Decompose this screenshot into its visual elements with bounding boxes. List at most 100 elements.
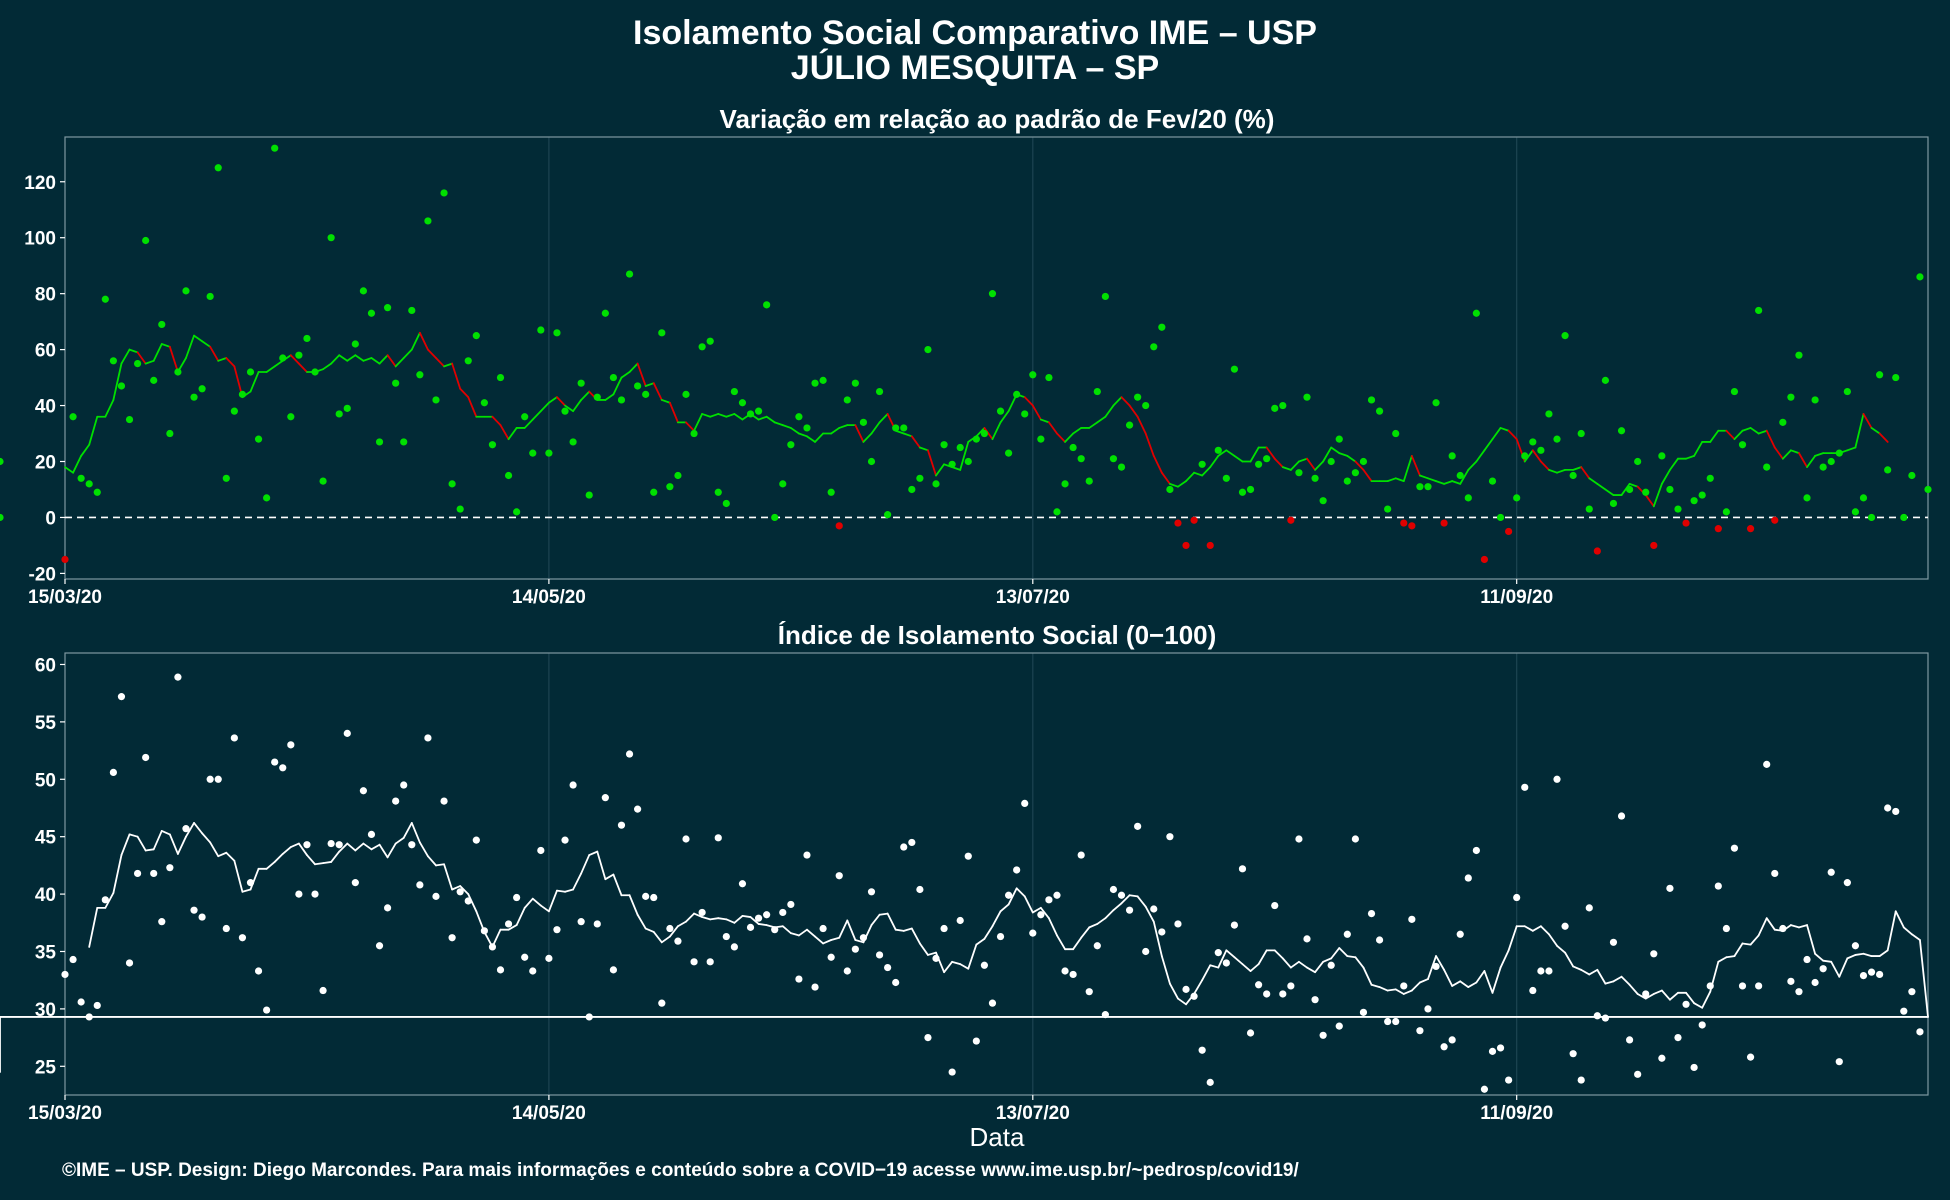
- data-point: [335, 410, 343, 418]
- moving-average-segment: [1080, 926, 1091, 939]
- data-point: [1690, 1063, 1698, 1072]
- data-point: [1013, 866, 1021, 874]
- moving-average-segment: [918, 942, 929, 956]
- data-point: [174, 368, 182, 376]
- moving-average-segment: [999, 410, 1010, 424]
- moving-average-segment: [1249, 446, 1260, 463]
- moving-average-segment: [330, 850, 341, 863]
- data-point: [1771, 516, 1779, 524]
- moving-average-segment: [1088, 421, 1099, 429]
- moving-average-segment: [701, 413, 712, 418]
- moving-average-segment: [668, 925, 679, 938]
- moving-average-segment: [88, 906, 99, 948]
- moving-average-segment: [451, 362, 462, 390]
- moving-average-segment: [1056, 432, 1066, 443]
- moving-average-segment: [185, 822, 195, 838]
- data-point: [1658, 452, 1666, 460]
- data-point: [1746, 525, 1755, 533]
- moving-average-segment: [1120, 894, 1131, 905]
- data-point: [714, 488, 722, 496]
- data-point: [1424, 483, 1432, 491]
- data-point: [1496, 513, 1505, 522]
- data-point: [472, 836, 480, 844]
- moving-average-segment: [1789, 924, 1800, 929]
- moving-average-segment: [612, 376, 623, 396]
- moving-average-segment: [1467, 460, 1478, 471]
- data-point: [1867, 513, 1876, 522]
- data-point: [69, 413, 77, 421]
- chart-title-line1: Isolamento Social Comparativo IME – USP: [633, 14, 1317, 52]
- moving-average-segment: [1419, 978, 1429, 984]
- moving-average-segment: [902, 432, 913, 438]
- data-point: [964, 457, 972, 466]
- data-point: [1876, 970, 1884, 979]
- data-point: [1045, 373, 1053, 382]
- moving-average-segment: [1725, 955, 1736, 959]
- moving-average-segment: [1402, 989, 1413, 995]
- moving-average-segment: [1354, 460, 1365, 471]
- moving-average-segment: [1499, 949, 1510, 969]
- data-point: [271, 144, 279, 152]
- data-point: [940, 924, 948, 933]
- moving-average-segment: [894, 928, 905, 932]
- moving-average-segment: [1217, 449, 1228, 457]
- data-point: [738, 880, 747, 888]
- moving-average-segment: [1152, 455, 1163, 474]
- data-point: [1787, 393, 1795, 401]
- data-point: [1908, 988, 1916, 996]
- moving-average-segment: [1322, 957, 1333, 963]
- moving-average-segment: [1580, 968, 1591, 976]
- data-point: [1045, 896, 1053, 904]
- moving-average-segment: [1072, 427, 1083, 435]
- moving-average-segment: [1023, 895, 1034, 914]
- data-point: [1255, 460, 1263, 468]
- moving-average-segment: [1330, 446, 1341, 455]
- moving-average-segment: [1660, 989, 1671, 1001]
- moving-average-segment: [410, 331, 421, 351]
- data-point: [1811, 978, 1819, 987]
- moving-average-segment: [773, 421, 784, 427]
- data-point: [359, 287, 368, 295]
- moving-average-segment: [168, 345, 179, 373]
- data-point: [1400, 982, 1408, 990]
- data-point: [190, 393, 198, 401]
- data-point: [1230, 365, 1239, 373]
- data-point: [85, 480, 93, 488]
- y-tick-label: 45: [35, 828, 57, 849]
- data-point: [634, 382, 642, 390]
- moving-average-segment: [1314, 460, 1325, 471]
- data-point: [754, 914, 763, 922]
- data-point: [1408, 522, 1416, 530]
- data-point: [1763, 760, 1771, 768]
- moving-average-segment: [1177, 480, 1187, 488]
- moving-average-segment: [1023, 396, 1034, 407]
- data-point: [988, 290, 997, 298]
- data-point: [1682, 1000, 1690, 1008]
- data-point: [1859, 494, 1868, 502]
- moving-average-segment: [1193, 979, 1204, 995]
- data-point: [924, 346, 932, 354]
- data-point: [1351, 835, 1359, 843]
- moving-average-segment: [225, 357, 236, 368]
- moving-average-segment: [1919, 939, 1929, 1018]
- moving-average-segment: [386, 354, 397, 368]
- moving-average-segment: [330, 354, 341, 365]
- data-point: [763, 911, 771, 919]
- moving-average-segment: [1459, 468, 1470, 485]
- data-point: [496, 966, 505, 974]
- moving-average-segment: [878, 413, 889, 424]
- moving-average-segment: [1596, 482, 1607, 491]
- data-point: [295, 890, 303, 898]
- data-point: [238, 390, 247, 398]
- data-point: [166, 864, 174, 872]
- moving-average-segment: [636, 362, 647, 387]
- moving-average-segment: [1548, 933, 1558, 947]
- data-point: [1077, 455, 1085, 463]
- moving-average-segment: [547, 889, 558, 913]
- data-point: [1101, 1011, 1109, 1019]
- data-point: [513, 893, 521, 902]
- data-point: [392, 797, 400, 805]
- data-point: [1125, 906, 1134, 914]
- moving-average-segment: [1773, 446, 1784, 460]
- data-point: [93, 488, 101, 496]
